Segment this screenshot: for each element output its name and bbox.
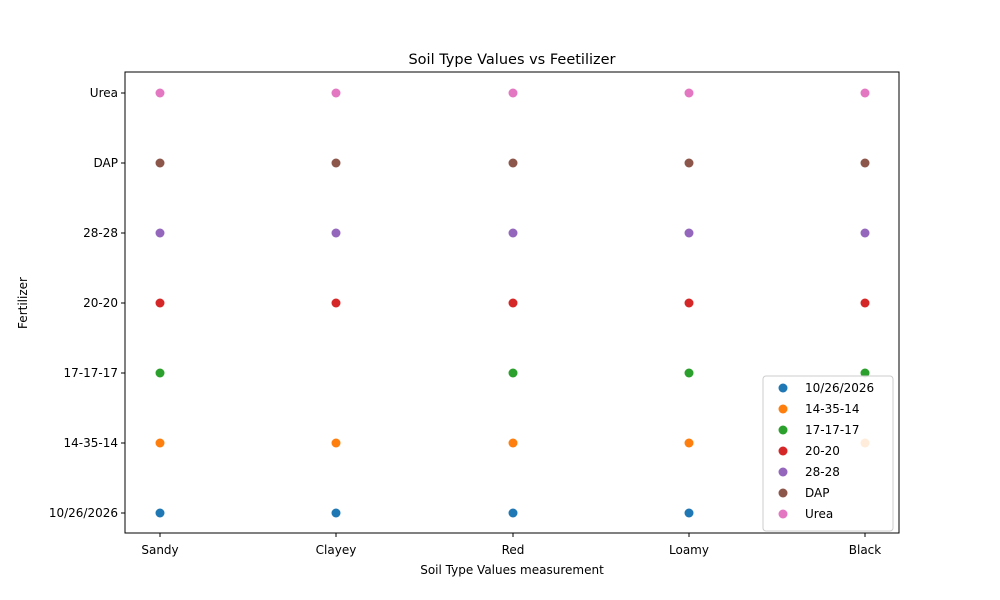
data-point (684, 508, 694, 518)
y-axis-ticks: 10/26/2026 14-35-14 17-17-17 20-20 28-28 DAP U… (49, 86, 125, 520)
data-point (684, 88, 694, 98)
legend-label: 10/26/2026 (805, 381, 874, 395)
x-tick-label: Sandy (141, 543, 178, 557)
data-point (155, 228, 165, 238)
data-point (508, 508, 518, 518)
data-point (155, 298, 165, 308)
legend-marker (778, 383, 788, 393)
plot-frame (124, 71, 900, 534)
data-point (684, 298, 694, 308)
legend-marker (778, 404, 788, 414)
y-tick-label: 20-20 (83, 296, 118, 310)
y-tick-label: 10/26/2026 (49, 506, 118, 520)
data-point (155, 368, 165, 378)
data-point (860, 88, 870, 98)
legend-label: 28-28 (805, 465, 840, 479)
data-point (331, 228, 341, 238)
legend-label: 14-35-14 (805, 402, 859, 416)
legend-marker (778, 446, 788, 456)
data-points (155, 88, 870, 518)
data-point (331, 158, 341, 168)
data-point (508, 298, 518, 308)
data-point (508, 438, 518, 448)
data-point (684, 228, 694, 238)
data-point (508, 88, 518, 98)
legend-marker (778, 467, 788, 477)
data-point (331, 298, 341, 308)
y-tick-label: DAP (94, 156, 118, 170)
data-point (860, 228, 870, 238)
data-point (684, 438, 694, 448)
data-point (155, 88, 165, 98)
legend-marker (778, 488, 788, 498)
data-point (860, 368, 870, 378)
data-point (860, 298, 870, 308)
data-point (155, 508, 165, 518)
data-point (684, 368, 694, 378)
y-tick-label: Urea (90, 86, 118, 100)
legend-label: 20-20 (805, 444, 840, 458)
legend-label: 17-17-17 (805, 423, 859, 437)
chart-title: Soil Type Values vs Feetilizer (408, 52, 615, 68)
legend-label: Urea (805, 507, 833, 521)
data-point (331, 88, 341, 98)
data-point (155, 438, 165, 448)
x-tick-label: Clayey (316, 543, 357, 557)
y-tick-label: 17-17-17 (64, 366, 118, 380)
data-point (860, 158, 870, 168)
legend-label: DAP (805, 486, 829, 500)
data-point (508, 368, 518, 378)
y-tick-label: 28-28 (83, 226, 118, 240)
y-axis-label: Fertilizer (16, 277, 30, 329)
x-tick-label: Black (849, 543, 882, 557)
data-point (508, 228, 518, 238)
x-axis-ticks: Sandy Clayey Red Loamy Black (141, 533, 881, 557)
x-tick-label: Loamy (669, 543, 709, 557)
data-point (155, 158, 165, 168)
legend-marker (778, 509, 788, 519)
data-point (331, 508, 341, 518)
data-point (684, 158, 694, 168)
y-tick-label: 14-35-14 (64, 436, 118, 450)
legend: 10/26/2026 14-35-14 17-17-17 20-20 28-28 DAP U… (762, 375, 894, 532)
x-tick-label: Red (502, 543, 525, 557)
legend-marker (778, 425, 788, 435)
legend-box (762, 375, 894, 532)
data-point (508, 158, 518, 168)
x-axis-label: Soil Type Values measurement (420, 563, 604, 577)
data-point (331, 438, 341, 448)
